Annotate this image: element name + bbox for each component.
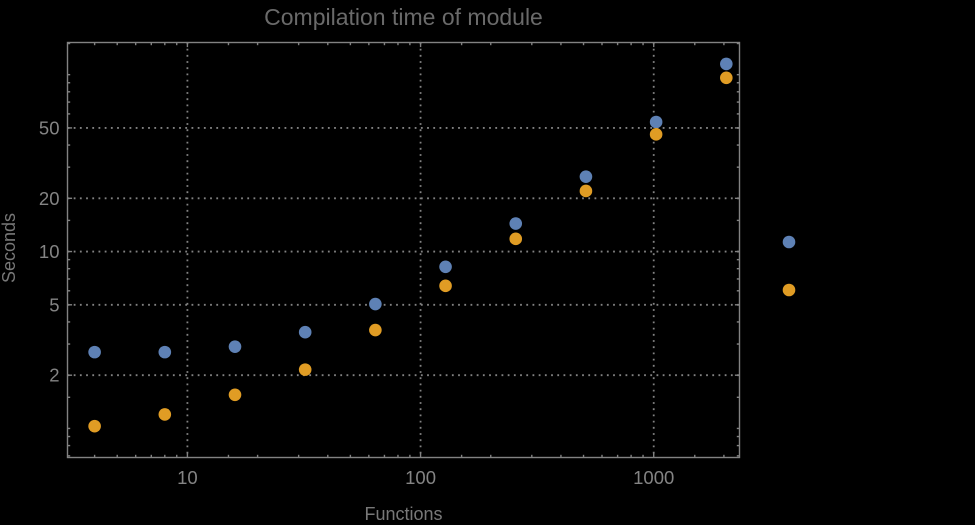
tick-labels: 10 100 1000 2 5 10 20 50 (39, 117, 674, 488)
data-point-series-2-orange (579, 184, 593, 198)
data-point-series-1-blue (88, 345, 101, 359)
data-point-series-1-blue (720, 57, 733, 71)
y-tick-label: 5 (49, 294, 59, 315)
data-point-series-1-blue (509, 217, 523, 230)
data-point-series-2-orange (720, 71, 733, 85)
data-point-series-1-blue (579, 170, 593, 183)
plot-frame-border (66, 41, 741, 459)
data-point-series-2-orange (158, 408, 172, 421)
data-point-series-2-orange (369, 323, 382, 337)
legend-marker-1 (782, 235, 796, 249)
chart-title: Compilation time of module (264, 4, 543, 30)
x-tick-label: 1000 (633, 467, 674, 488)
legend-marker-2 (782, 283, 796, 297)
y-tick-label: 10 (39, 241, 60, 262)
data-point-series-1-blue (298, 325, 312, 339)
x-tick-label: 100 (405, 467, 436, 488)
y-tick-label: 50 (39, 117, 60, 138)
data-point-series-1-blue (649, 115, 663, 129)
y-axis-label: Seconds (0, 213, 19, 283)
data-point-series-1-blue (158, 345, 172, 359)
gridlines (67, 42, 740, 458)
y-tick-label: 2 (49, 365, 59, 386)
data-points (88, 57, 733, 433)
data-point-series-2-orange (298, 363, 312, 376)
data-point-series-2-orange (649, 128, 663, 141)
data-point-series-1-blue (228, 340, 242, 353)
data-point-series-2-orange (509, 232, 523, 246)
plot-frame (66, 41, 741, 459)
data-point-series-2-orange (439, 279, 452, 293)
legend-markers (782, 235, 796, 297)
data-point-series-2-orange (88, 419, 101, 433)
x-axis-label: Functions (364, 504, 442, 524)
data-point-series-2-orange (228, 388, 242, 402)
axis-ticks (67, 42, 740, 458)
y-tick-label: 20 (39, 188, 60, 209)
data-point-series-1-blue (439, 260, 452, 274)
data-point-series-1-blue (369, 297, 382, 311)
x-tick-label: 10 (177, 467, 198, 488)
